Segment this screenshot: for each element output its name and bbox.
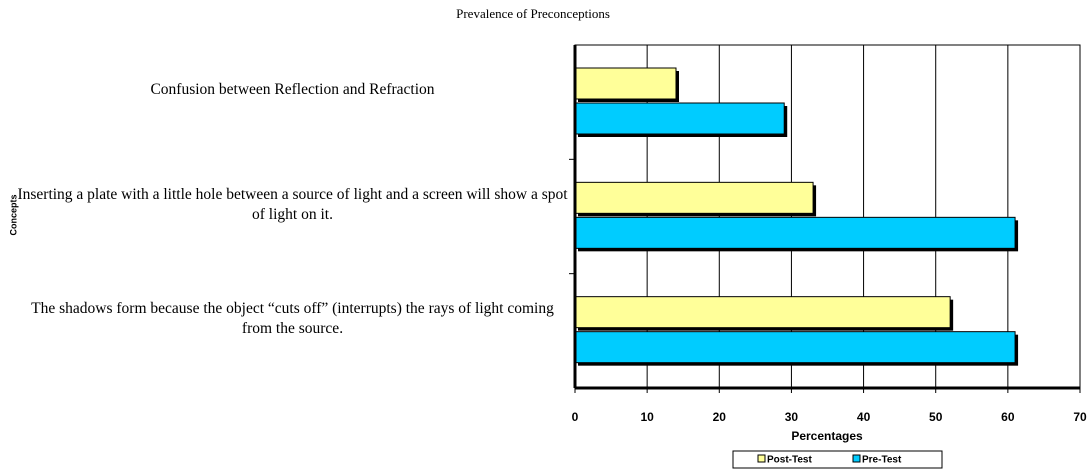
legend-swatch — [757, 454, 766, 463]
y-tick-label: Confusion between Reflection and Refract… — [150, 81, 435, 99]
x-tick-label: 20 — [713, 410, 727, 424]
legend-label: Post-Test — [767, 455, 812, 466]
x-tick-label: 70 — [1073, 410, 1087, 424]
legend-swatch — [852, 454, 861, 463]
x-tick-label: 60 — [1001, 410, 1015, 424]
bar — [574, 67, 677, 100]
x-tick-label: 40 — [857, 410, 871, 424]
legend-label: Pre-Test — [862, 455, 902, 466]
y-axis-label: Concepts — [8, 194, 18, 235]
y-tick-label: The shadows form because the object “cut… — [31, 299, 554, 337]
legend-box — [732, 450, 943, 469]
bar — [574, 296, 951, 329]
plot-area — [574, 44, 1081, 389]
y-tick-label: Inserting a plate with a little hole bet… — [17, 185, 568, 223]
bar — [574, 181, 814, 214]
x-tick-label: 10 — [640, 410, 654, 424]
x-tick-label: 30 — [785, 410, 799, 424]
chart-title: Prevalence of Preconceptions — [456, 6, 610, 21]
x-tick-label: 50 — [929, 410, 943, 424]
bar — [574, 216, 1016, 249]
bar — [574, 331, 1016, 364]
x-axis-label: Percentages — [791, 429, 863, 443]
bar — [574, 102, 785, 135]
x-tick-label: 0 — [572, 410, 579, 424]
